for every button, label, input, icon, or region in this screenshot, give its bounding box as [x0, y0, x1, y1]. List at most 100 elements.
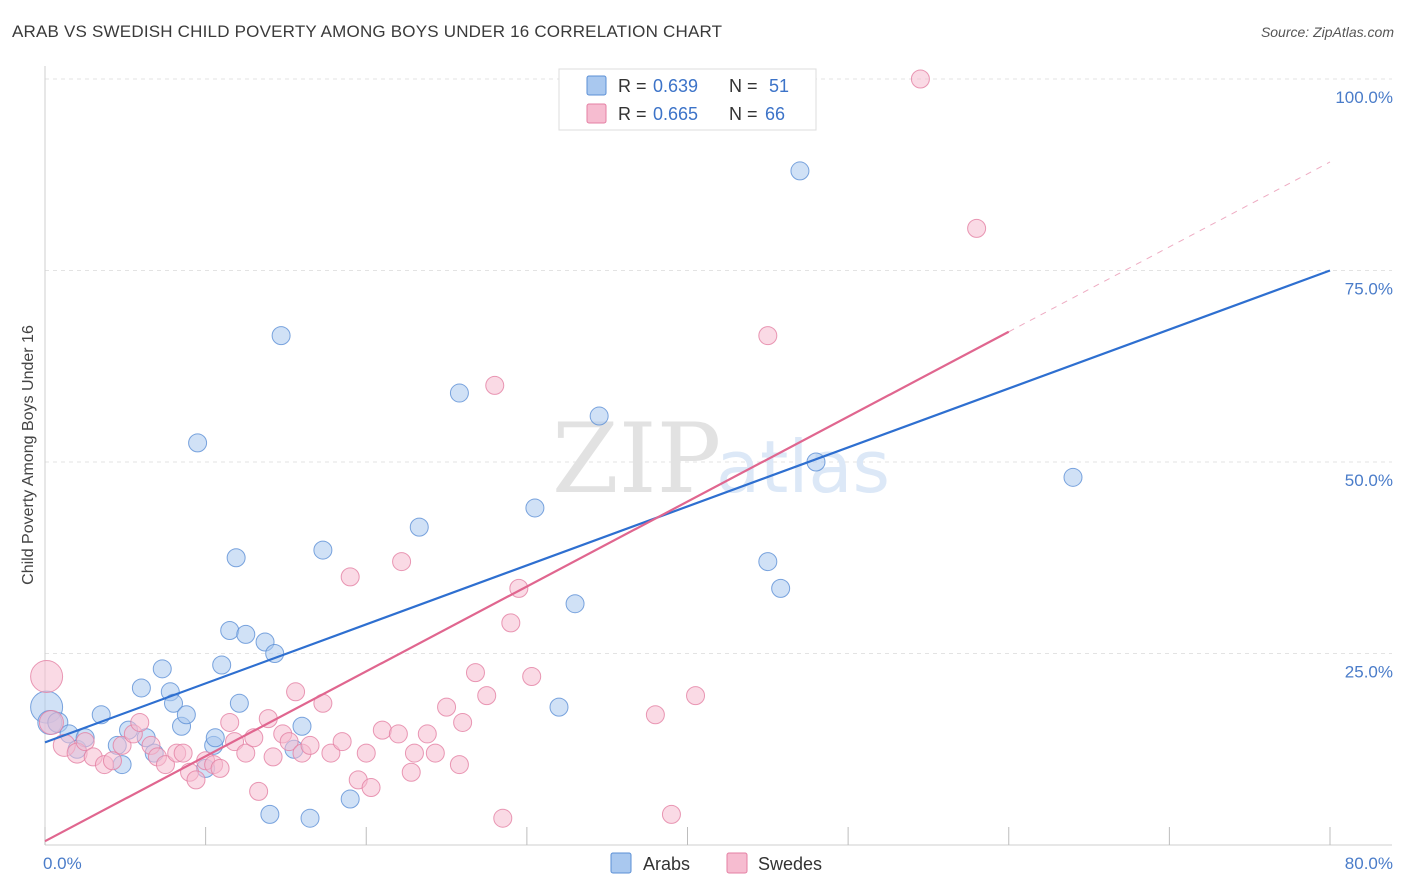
swede-point-44	[401, 762, 421, 782]
swede-point-7	[102, 751, 122, 771]
swede-point-51	[477, 686, 497, 706]
arab-point-26	[236, 624, 256, 644]
watermark-zip: ZIP	[552, 403, 721, 515]
swede-point-47	[437, 697, 457, 717]
arab-point-36	[409, 517, 429, 537]
swede-point-58	[645, 705, 665, 725]
arab-point-32	[292, 716, 312, 736]
swede-point-60	[686, 686, 706, 706]
swede-point-27	[263, 747, 283, 767]
y-tick-label-25: 25.0%	[1345, 663, 1393, 682]
arab-point-10	[131, 678, 151, 698]
arab-point-39	[549, 697, 569, 717]
swede-trend-extension	[1008, 161, 1331, 333]
tick-labels: 25.0% 50.0% 75.0% 100.0% 0.0% 80.0%	[43, 88, 1393, 873]
arab-point-18	[188, 433, 208, 453]
swede-point-56	[522, 666, 542, 686]
arab-point-17	[176, 705, 196, 725]
swede-point-46	[425, 743, 445, 763]
swede-point-15	[173, 743, 193, 763]
legend-swedes-r: 0.665	[653, 104, 698, 124]
y-axis-label: Child Poverty Among Boys Under 16	[20, 325, 37, 585]
swede-point-1	[38, 709, 64, 735]
legend-arabs-r-label: R =	[618, 76, 647, 96]
swede-point-49	[449, 755, 469, 775]
swede-point-45	[417, 724, 437, 744]
swede-point-32	[300, 735, 320, 755]
watermark: ZIP atlas	[552, 403, 890, 515]
legend-arabs-r: 0.639	[653, 76, 698, 96]
swede-point-39	[356, 743, 376, 763]
arab-point-25	[229, 693, 249, 713]
trend-lines	[44, 161, 1331, 843]
arab-point-44	[790, 161, 810, 181]
arab-point-41	[589, 406, 609, 426]
legend-arabs-swatch	[586, 75, 607, 96]
arab-point-37	[449, 383, 469, 403]
source-credit: Source: ZipAtlas.com	[1260, 24, 1394, 40]
swede-point-63	[967, 218, 987, 238]
y-tick-label-50: 50.0%	[1345, 471, 1393, 490]
correlation-legend: R = 0.639 N = 51 R = 0.665 N = 66	[558, 68, 817, 131]
swede-point-29	[279, 732, 299, 752]
swede-point-42	[392, 552, 412, 572]
swede-point-43	[404, 743, 424, 763]
arab-point-38	[525, 498, 545, 518]
swede-point-0	[30, 659, 64, 693]
swede-point-59	[661, 804, 681, 824]
arab-point-42	[758, 552, 778, 572]
grid-lines	[45, 78, 1392, 654]
swede-point-20	[210, 758, 230, 778]
arab-point-46	[1063, 467, 1083, 487]
arab-point-24	[226, 548, 246, 568]
legend-arabs-n-label: N =	[729, 76, 758, 96]
swede-point-41	[388, 724, 408, 744]
arab-point-13	[152, 659, 172, 679]
swede-point-34	[321, 743, 341, 763]
swede-point-23	[236, 743, 256, 763]
legend-swedes-n: 66	[765, 104, 785, 124]
legend-swedes-n-label: N =	[729, 104, 758, 124]
swede-point-50	[465, 663, 485, 683]
y-tick-label-100: 100.0%	[1335, 88, 1393, 107]
watermark-atlas: atlas	[716, 425, 890, 509]
legend-swedes-r-label: R =	[618, 104, 647, 124]
swede-point-40	[372, 720, 392, 740]
arab-point-28	[260, 804, 280, 824]
swede-point-48	[453, 712, 473, 732]
swede-point-30	[286, 682, 306, 702]
arab-trend-line	[44, 269, 1331, 744]
swede-point-36	[340, 567, 360, 587]
swede-point-17	[186, 770, 206, 790]
swede-point-10	[130, 712, 150, 732]
bottom-legend-arabs-swatch	[610, 852, 632, 874]
arab-point-33	[300, 808, 320, 828]
chart-title: ARAB VS SWEDISH CHILD POVERTY AMONG BOYS…	[12, 22, 723, 41]
swede-point-54	[501, 613, 521, 633]
arab-point-21	[205, 728, 225, 748]
legend-swedes-swatch	[586, 103, 607, 124]
swede-point-8	[112, 735, 132, 755]
swede-point-35	[332, 732, 352, 752]
swede-point-4	[75, 732, 95, 752]
arab-point-34	[313, 540, 333, 560]
legend-arabs-n: 51	[769, 76, 789, 96]
bottom-legend-swedes: Swedes	[758, 854, 822, 874]
swede-point-52	[485, 375, 505, 395]
y-tick-label-75: 75.0%	[1345, 280, 1393, 299]
arab-point-29	[265, 644, 285, 663]
x-tick-label-80: 80.0%	[1345, 854, 1393, 873]
arab-point-22	[212, 655, 232, 675]
bottom-legend-arabs: Arabs	[643, 854, 690, 874]
swede-point-62	[910, 69, 930, 89]
arab-point-40	[565, 594, 585, 614]
swede-point-61	[758, 326, 778, 346]
swede-point-25	[249, 781, 269, 801]
arab-point-23	[220, 621, 240, 641]
swede-trend-line	[44, 330, 1010, 843]
series-legend: Arabs Swedes	[610, 852, 822, 874]
swede-point-21	[220, 712, 240, 732]
swede-point-53	[493, 808, 513, 828]
swede-point-13	[155, 755, 175, 775]
